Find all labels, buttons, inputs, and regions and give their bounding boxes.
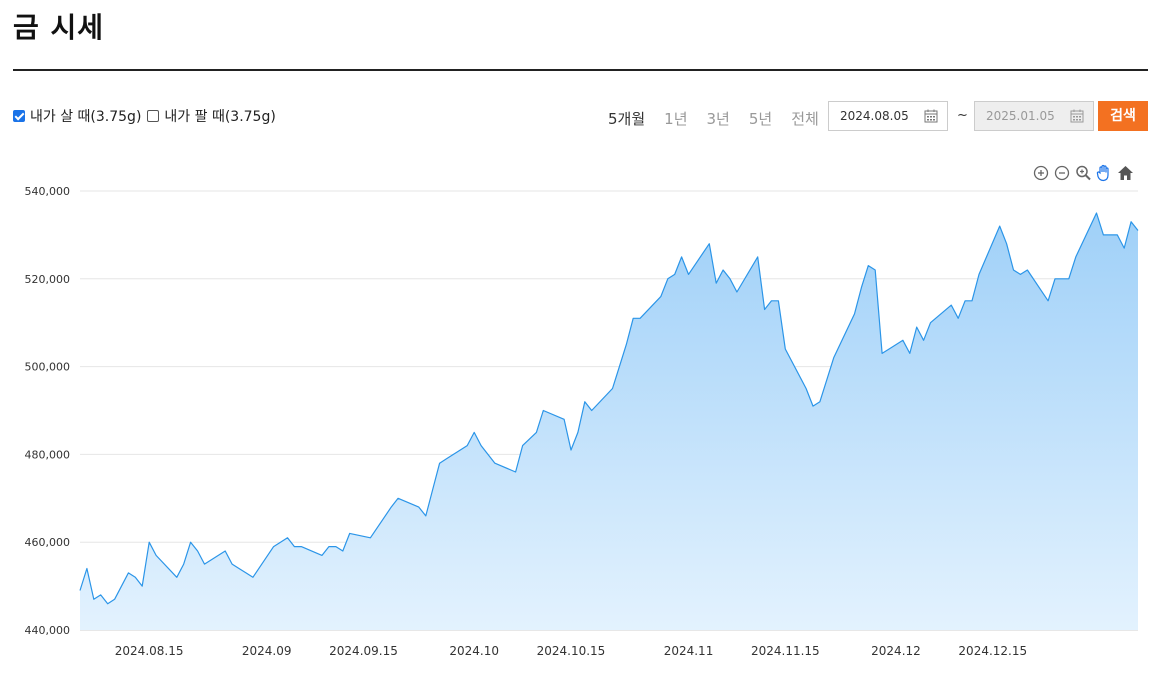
- x-tick-label: 2024.09.15: [329, 644, 398, 658]
- calendar-icon[interactable]: [1070, 109, 1084, 123]
- end-date-value: 2025.01.05: [986, 109, 1055, 123]
- search-button[interactable]: 검색: [1098, 101, 1148, 131]
- sell-price-label: 내가 팔 때(3.75g): [164, 109, 276, 125]
- y-tick-label: 480,000: [25, 448, 71, 461]
- buy-price-option[interactable]: 내가 살 때(3.75g): [13, 106, 141, 126]
- buy-price-label: 내가 살 때(3.75g): [30, 109, 142, 125]
- date-range-separator: ~: [957, 108, 968, 123]
- period-3-years[interactable]: 3년: [706, 110, 730, 128]
- title-divider: [13, 69, 1148, 71]
- zoom-in-icon[interactable]: [1033, 164, 1050, 182]
- x-tick-label: 2024.10.15: [537, 644, 606, 658]
- x-tick-label: 2024.12.15: [958, 644, 1027, 658]
- y-tick-label: 500,000: [25, 361, 71, 374]
- price-line: [79, 212, 1139, 605]
- y-tick-label: 460,000: [25, 536, 71, 549]
- page-title: 금 시세: [13, 11, 105, 44]
- x-tick-label: 2024.12: [871, 644, 921, 658]
- x-tick-label: 2024.08.15: [115, 644, 184, 658]
- magnifier-icon[interactable]: [1075, 164, 1092, 182]
- price-area: [79, 212, 1139, 630]
- period-1-year[interactable]: 1년: [664, 110, 688, 128]
- period-5-months[interactable]: 5개월: [608, 110, 646, 128]
- y-tick-label: 540,000: [25, 185, 71, 198]
- start-date-field[interactable]: 2024.08.05: [828, 101, 948, 131]
- period-all[interactable]: 전체: [791, 110, 819, 128]
- price-type-filters: 내가 살 때(3.75g) 내가 팔 때(3.75g): [13, 106, 282, 126]
- x-tick-label: 2024.11: [664, 644, 714, 658]
- area-fill: [80, 213, 1138, 630]
- chart-toolbar: [1033, 164, 1138, 182]
- sell-price-checkbox[interactable]: [147, 110, 160, 122]
- calendar-icon[interactable]: [924, 109, 938, 123]
- period-tabs: 5개월 1년 3년 5년 전체: [608, 108, 838, 129]
- end-date-field[interactable]: 2025.01.05: [974, 101, 1094, 131]
- y-tick-label: 520,000: [25, 273, 71, 286]
- x-tick-label: 2024.11.15: [751, 644, 820, 658]
- zoom-out-icon[interactable]: [1054, 164, 1071, 182]
- gold-price-chart: 440,000 460,000 480,000 500,000 520,000 540,0…: [25, 185, 1139, 658]
- period-5-years[interactable]: 5년: [748, 110, 773, 128]
- buy-price-checkbox[interactable]: [13, 110, 25, 122]
- y-tick-label: 440,000: [25, 624, 71, 637]
- home-icon[interactable]: [1117, 164, 1134, 182]
- x-tick-label: 2024.10: [449, 644, 499, 658]
- x-tick-label: 2024.09: [242, 644, 292, 658]
- chart-axes: 440,000 460,000 480,000 500,000 520,000 540,0…: [25, 185, 1028, 658]
- sell-price-option[interactable]: 내가 팔 때(3.75g): [147, 106, 276, 126]
- start-date-value: 2024.08.05: [840, 109, 909, 123]
- pan-hand-icon[interactable]: [1096, 164, 1113, 182]
